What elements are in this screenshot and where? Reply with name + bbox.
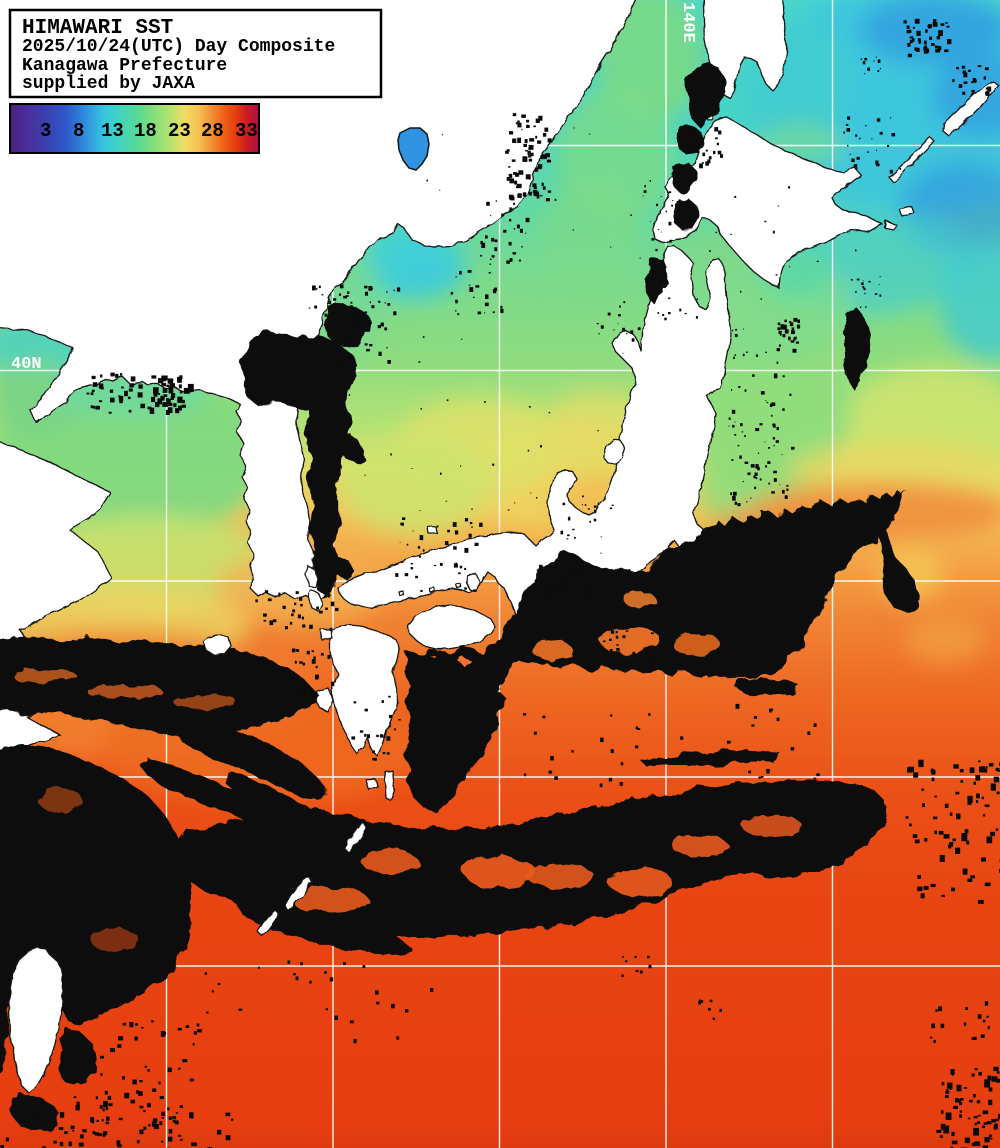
svg-text:8: 8	[73, 120, 84, 142]
svg-text:28: 28	[201, 120, 224, 142]
svg-text:18: 18	[134, 120, 157, 142]
svg-text:3: 3	[40, 120, 51, 142]
svg-text:supplied by JAXA: supplied by JAXA	[22, 74, 195, 94]
svg-text:140E: 140E	[678, 2, 697, 43]
svg-text:Kanagawa Prefecture: Kanagawa Prefecture	[22, 56, 227, 76]
svg-text:2025/10/24(UTC) Day Composite: 2025/10/24(UTC) Day Composite	[22, 37, 335, 57]
svg-text:HIMAWARI SST: HIMAWARI SST	[22, 17, 173, 40]
svg-text:40N: 40N	[11, 355, 42, 374]
svg-text:23: 23	[168, 120, 191, 142]
svg-text:13: 13	[101, 120, 124, 142]
svg-text:33: 33	[235, 120, 258, 142]
